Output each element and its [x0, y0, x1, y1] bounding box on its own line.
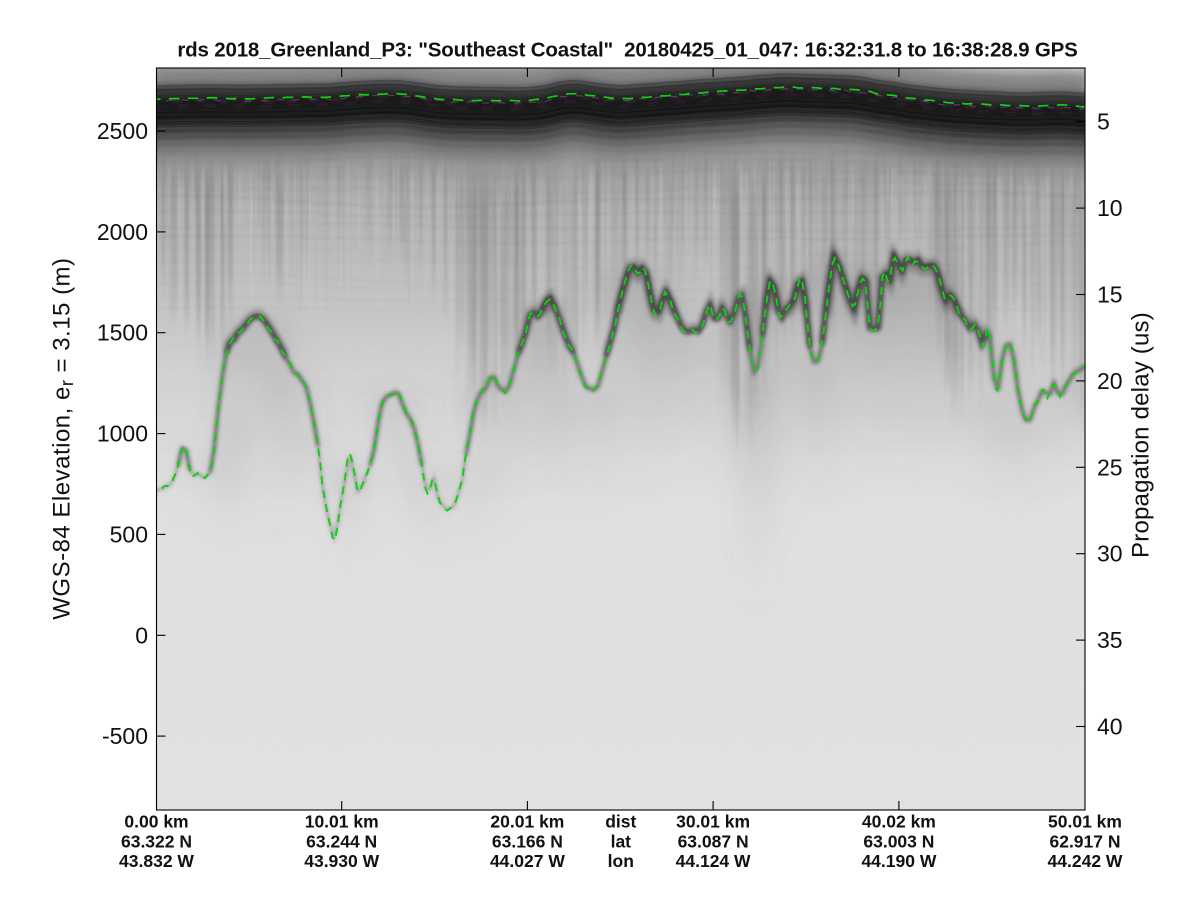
svg-text:44.190 W: 44.190 W	[861, 851, 936, 871]
svg-text:30: 30	[1097, 541, 1123, 567]
svg-text:lat: lat	[611, 831, 632, 851]
svg-text:40.02 km: 40.02 km	[862, 812, 936, 832]
svg-text:WGS-84 Elevation, er = 3.15 (m: WGS-84 Elevation, er = 3.15 (m)	[49, 257, 77, 619]
svg-text:1000: 1000	[97, 421, 148, 447]
svg-text:43.930 W: 43.930 W	[304, 851, 379, 871]
svg-text:1500: 1500	[97, 320, 148, 346]
svg-text:50.01 km: 50.01 km	[1048, 812, 1122, 832]
svg-text:30.01 km: 30.01 km	[676, 812, 750, 832]
svg-text:10.01 km: 10.01 km	[305, 812, 379, 832]
svg-text:20: 20	[1097, 368, 1123, 394]
svg-text:62.917 N: 62.917 N	[1049, 831, 1120, 851]
svg-text:63.003 N: 63.003 N	[863, 831, 934, 851]
svg-text:-500: -500	[102, 723, 148, 749]
svg-text:Propagation delay (us): Propagation delay (us)	[1128, 312, 1155, 558]
svg-text:44.124 W: 44.124 W	[676, 851, 751, 871]
svg-text:44.027 W: 44.027 W	[490, 851, 565, 871]
svg-text:63.322 N: 63.322 N	[121, 831, 192, 851]
svg-text:15: 15	[1097, 282, 1123, 308]
svg-text:35: 35	[1097, 627, 1123, 653]
svg-text:63.087 N: 63.087 N	[678, 831, 749, 851]
svg-text:dist: dist	[605, 812, 636, 832]
svg-text:40: 40	[1097, 714, 1123, 740]
svg-text:63.166 N: 63.166 N	[492, 831, 563, 851]
svg-text:20.01 km: 20.01 km	[490, 812, 564, 832]
svg-text:rds 2018_Greenland_P3: "Southe: rds 2018_Greenland_P3: "Southeast Coasta…	[177, 39, 1077, 62]
svg-text:10: 10	[1097, 195, 1123, 221]
svg-text:2500: 2500	[97, 118, 148, 144]
svg-text:0: 0	[135, 622, 148, 648]
svg-text:25: 25	[1097, 454, 1123, 480]
svg-text:lon: lon	[608, 851, 634, 871]
svg-text:5: 5	[1097, 109, 1110, 135]
svg-text:43.832 W: 43.832 W	[119, 851, 194, 871]
svg-text:44.242 W: 44.242 W	[1048, 851, 1123, 871]
svg-text:500: 500	[110, 521, 148, 547]
svg-text:63.244 N: 63.244 N	[306, 831, 377, 851]
svg-text:2000: 2000	[97, 219, 148, 245]
svg-text:0.00 km: 0.00 km	[124, 812, 188, 832]
